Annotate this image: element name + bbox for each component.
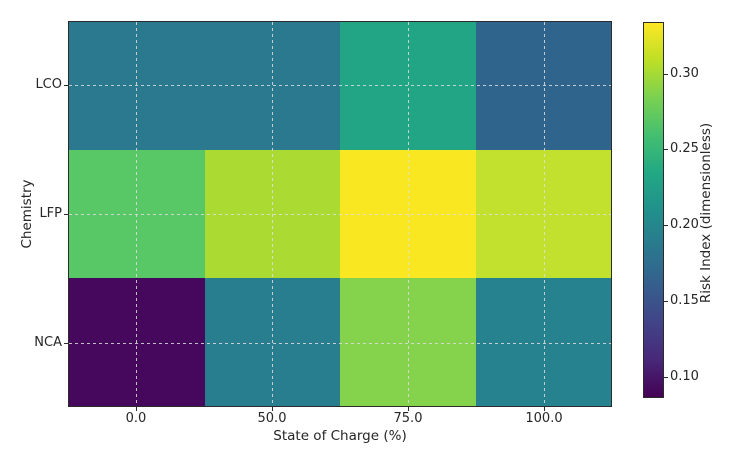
heatmap-cell-LFP-50.0 xyxy=(204,150,340,278)
y-tick-label: LFP xyxy=(39,206,62,221)
x-tick-label: 75.0 xyxy=(393,411,423,426)
colorbar-label: Risk Index (dimensionless) xyxy=(698,122,714,304)
heatmap-cell-NCA-75.0 xyxy=(340,278,476,406)
heatmap-cell-NCA-50.0 xyxy=(204,278,340,406)
y-tick-label: NCA xyxy=(34,334,62,350)
colorbar-tick-label: 0.10 xyxy=(670,368,699,384)
y-tick-mark xyxy=(64,214,68,215)
y-tick-mark xyxy=(64,342,68,344)
x-tick-mark xyxy=(408,407,409,411)
x-tick-mark xyxy=(544,407,545,411)
heatmap-cell-LCO-75.0 xyxy=(340,22,476,150)
colorbar-tick-mark xyxy=(664,73,668,75)
colorbar-tick-mark xyxy=(664,225,668,227)
y-axis-label: Chemistry xyxy=(19,179,35,249)
colorbar-tick-mark xyxy=(664,149,668,151)
heatmap-cell-LCO-50.0 xyxy=(204,22,340,150)
x-tick-label: 50.0 xyxy=(257,411,287,426)
heatmap-cell-LFP-75.0 xyxy=(340,150,476,278)
heatmap-plot-area xyxy=(68,21,612,407)
y-tick-label: LCO xyxy=(35,77,62,93)
colorbar-tick-mark xyxy=(664,376,668,378)
colorbar-tick-label: 0.30 xyxy=(670,65,699,81)
x-tick-mark xyxy=(272,407,273,411)
colorbar xyxy=(643,22,664,398)
y-tick-mark xyxy=(64,85,68,87)
colorbar-tick-label: 0.25 xyxy=(670,141,699,157)
x-axis-label: State of Charge (%) xyxy=(273,428,407,444)
heatmap-cell-LCO-100.0 xyxy=(475,22,611,150)
colorbar-tick-label: 0.20 xyxy=(670,217,699,233)
heatmap-cell-LCO-0.0 xyxy=(69,22,205,150)
x-tick-mark xyxy=(136,407,137,411)
x-tick-label: 100.0 xyxy=(525,411,563,426)
heatmap-cells xyxy=(69,22,611,406)
heatmap-cell-NCA-100.0 xyxy=(475,278,611,406)
heatmap-cell-LFP-100.0 xyxy=(475,150,611,278)
heatmap-cell-LFP-0.0 xyxy=(69,150,205,278)
x-tick-label: 0.0 xyxy=(125,411,147,426)
colorbar-tick-label: 0.15 xyxy=(670,292,699,308)
colorbar-tick-mark xyxy=(664,300,668,302)
heatmap-cell-NCA-0.0 xyxy=(69,278,205,406)
